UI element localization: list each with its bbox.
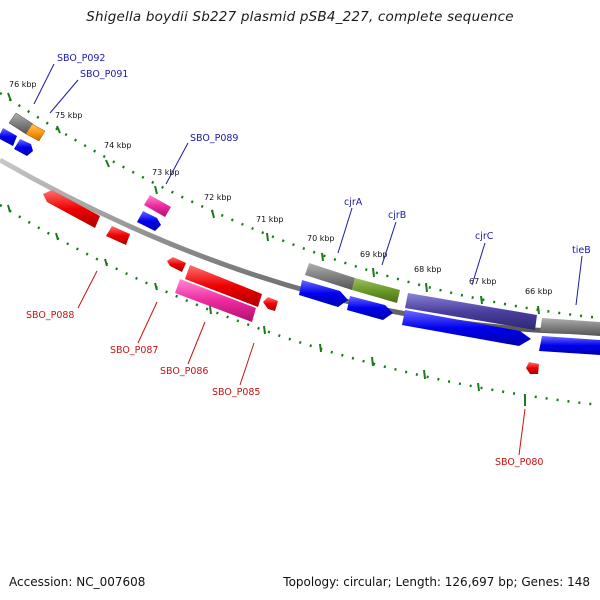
tick-label: 67 kbp	[469, 277, 497, 286]
inner-major-ticks	[7, 204, 526, 406]
gene-label: SBO_P089	[190, 133, 238, 144]
map-title: Shigella boydii Sb227 plasmid pSB4_227, …	[86, 9, 514, 25]
gene-feature[interactable]	[137, 211, 161, 231]
reverse-gene-labels: SBO_P088 SBO_P087 SBO_P086 SBO_P085 SBO_…	[26, 310, 543, 468]
accession-text: Accession: NC_007608	[9, 575, 146, 589]
gene-label: SBO_P088	[26, 310, 74, 321]
reverse-features	[43, 190, 539, 374]
gene-label: SBO_P080	[495, 457, 543, 468]
gene-feature[interactable]	[305, 263, 355, 290]
gene-feature[interactable]	[25, 123, 46, 142]
gene-label: SBO_P092	[57, 53, 105, 64]
gene-feature[interactable]	[347, 296, 393, 320]
gene-label: cjrA	[344, 197, 363, 208]
forward-leaders	[33, 63, 583, 306]
gene-feature[interactable]	[402, 310, 531, 346]
tick-label: 72 kbp	[204, 193, 232, 202]
gene-feature[interactable]	[185, 265, 262, 307]
gene-label: cjrC	[475, 231, 494, 242]
plasmid-backbone	[0, 157, 600, 335]
gene-label: tieB	[572, 245, 591, 256]
gene-label: cjrB	[388, 210, 406, 221]
gene-label: SBO_P085	[212, 387, 260, 398]
tick-label: 69 kbp	[360, 250, 388, 259]
gene-feature[interactable]	[106, 226, 130, 245]
tick-label: 66 kbp	[525, 287, 553, 296]
gene-feature[interactable]	[299, 280, 348, 307]
reverse-leaders	[77, 270, 526, 456]
gene-label: SBO_P091	[80, 69, 128, 80]
gene-feature[interactable]	[0, 128, 17, 146]
gene-feature[interactable]	[540, 318, 600, 336]
inner-tick-ring	[0, 203, 600, 407]
gene-feature[interactable]	[405, 293, 537, 330]
gene-feature[interactable]	[175, 279, 256, 322]
gene-feature[interactable]	[352, 278, 400, 303]
tick-label: 76 kbp	[9, 80, 37, 89]
gene-label: SBO_P086	[160, 366, 208, 377]
gene-feature[interactable]	[526, 362, 539, 374]
tick-label: 75 kbp	[55, 111, 83, 120]
tick-labels: 76 kbp 75 kbp 74 kbp 73 kbp 72 kbp 71 kb…	[9, 80, 553, 296]
gene-feature[interactable]	[263, 297, 278, 311]
gene-feature[interactable]	[167, 257, 186, 272]
gene-feature[interactable]	[43, 190, 100, 228]
tick-label: 73 kbp	[152, 168, 180, 177]
outer-major-ticks	[7, 92, 540, 315]
gene-feature[interactable]	[539, 336, 600, 355]
tick-label: 74 kbp	[104, 141, 132, 150]
gene-feature[interactable]	[14, 139, 33, 156]
tick-label: 68 kbp	[414, 265, 442, 274]
tick-label: 70 kbp	[307, 234, 335, 243]
forward-features	[0, 112, 600, 355]
topology-summary: Topology: circular; Length: 126,697 bp; …	[283, 575, 590, 589]
tick-label: 71 kbp	[256, 215, 284, 224]
forward-gene-labels: SBO_P092 SBO_P091 SBO_P089 cjrA cjrB cjr…	[57, 53, 591, 256]
gene-label: SBO_P087	[110, 345, 158, 356]
gene-feature[interactable]	[144, 195, 171, 217]
